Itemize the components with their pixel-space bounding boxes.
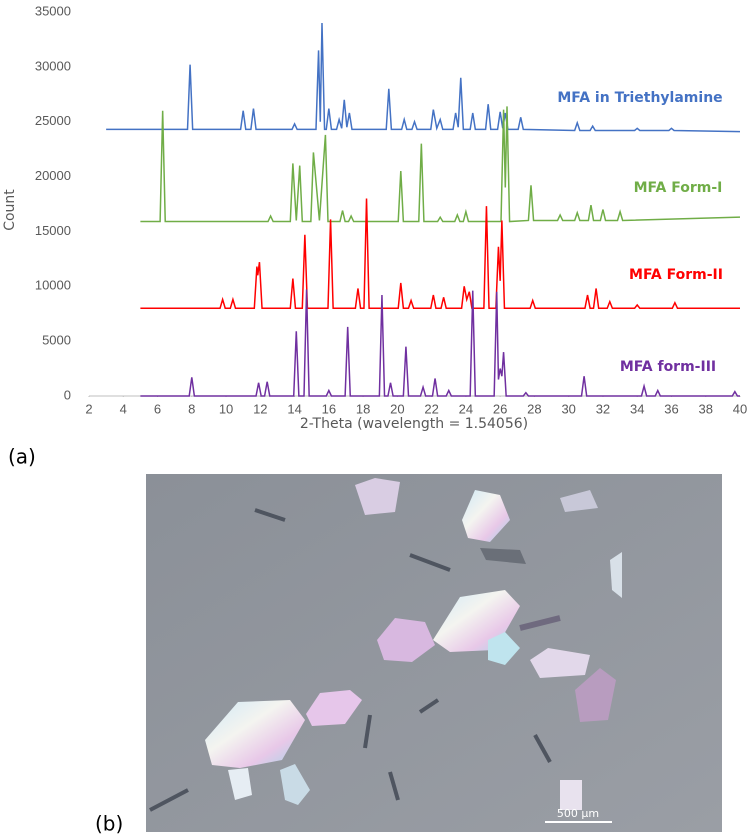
crystal	[480, 548, 526, 564]
x-tick-label: 10	[219, 401, 233, 416]
x-tick-label: 20	[390, 401, 404, 416]
crystal	[488, 632, 520, 665]
x-tick-label: 4	[120, 401, 127, 416]
crystal	[530, 648, 590, 678]
y-tick-label: 0	[64, 387, 71, 402]
crystal	[355, 478, 400, 515]
crystal	[205, 700, 305, 768]
series-label: MFA in Triethylamine	[557, 90, 722, 106]
x-tick-label: 34	[630, 401, 644, 416]
x-tick-label: 26	[493, 401, 507, 416]
series-line	[106, 22, 741, 133]
x-tick-label: 18	[356, 401, 370, 416]
x-tick-label: 14	[287, 401, 301, 416]
x-tick-label: 8	[188, 401, 195, 416]
x-tick-label: 30	[561, 401, 575, 416]
series-line	[140, 198, 740, 309]
x-tick-label: 12	[253, 401, 267, 416]
crystal	[388, 771, 400, 801]
series-label: MFA form-III	[620, 359, 716, 375]
crystal	[610, 552, 622, 598]
x-tick-label: 36	[664, 401, 678, 416]
x-tick-label: 40	[733, 401, 747, 416]
crystal	[254, 508, 286, 522]
x-tick-label: 38	[699, 401, 713, 416]
x-axis-title: 2-Theta (wavelength = 1.54056)	[300, 416, 528, 432]
crystal	[377, 618, 435, 662]
y-tick-label: 35000	[35, 3, 71, 18]
crystal	[280, 764, 310, 805]
panel-label: (b)	[95, 812, 123, 836]
y-tick-label: 15000	[35, 223, 71, 238]
series-line	[140, 106, 741, 223]
x-tick-label: 6	[154, 401, 161, 416]
scale-bar-label: 500 µm	[557, 807, 599, 820]
crystal	[560, 490, 598, 512]
crystal	[228, 768, 252, 800]
crystal	[409, 553, 451, 572]
x-tick-label: 22	[424, 401, 438, 416]
crystal	[560, 780, 582, 810]
series-label: MFA Form-II	[629, 267, 723, 283]
x-tick-label: 24	[459, 401, 473, 416]
crystal	[575, 668, 616, 722]
crystal	[363, 714, 372, 749]
x-tick-label: 2	[85, 401, 92, 416]
crystal	[533, 734, 552, 763]
y-tick-label: 10000	[35, 278, 71, 293]
panel-label: (a)	[8, 445, 36, 469]
x-tick-label: 16	[322, 401, 336, 416]
series-label: MFA Form-I	[634, 180, 723, 196]
crystal	[306, 690, 362, 726]
crystal	[462, 490, 510, 542]
y-axis-title: Count	[2, 189, 18, 231]
crystal	[519, 615, 561, 631]
y-tick-label: 30000	[35, 58, 71, 73]
y-tick-label: 25000	[35, 113, 71, 128]
crystal	[149, 788, 189, 812]
x-tick-label: 28	[527, 401, 541, 416]
x-tick-label: 32	[596, 401, 610, 416]
series-line	[140, 289, 740, 397]
y-tick-label: 5000	[42, 333, 71, 348]
y-tick-label: 20000	[35, 168, 71, 183]
crystal	[418, 698, 440, 714]
micrograph: 500 µm	[146, 474, 722, 832]
